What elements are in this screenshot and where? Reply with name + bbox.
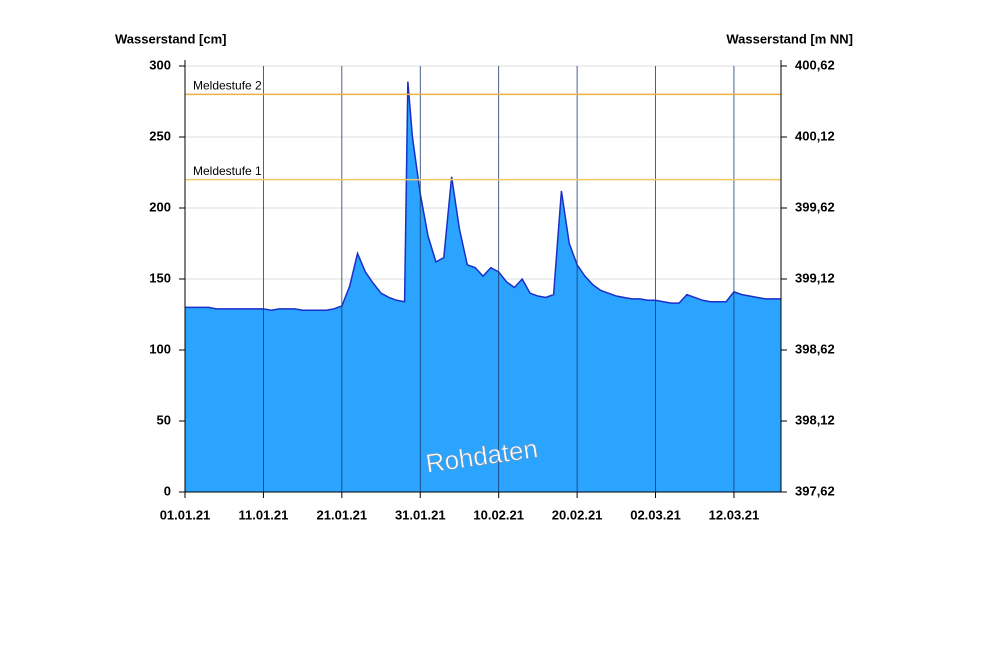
x-tick-label: 31.01.21 xyxy=(395,507,446,522)
x-tick-label: 21.01.21 xyxy=(317,507,368,522)
y2-axis-label: Wasserstand [m NN] xyxy=(726,31,853,46)
y2-tick-label: 399,12 xyxy=(795,270,835,285)
x-tick-label: 12.03.21 xyxy=(709,507,760,522)
x-tick-label: 02.03.21 xyxy=(630,507,681,522)
y-tick-label: 300 xyxy=(149,57,171,72)
y-tick-label: 0 xyxy=(164,483,171,498)
y-tick-label: 100 xyxy=(149,341,171,356)
y2-tick-label: 400,12 xyxy=(795,128,835,143)
x-tick-label: 11.01.21 xyxy=(238,507,288,522)
x-tick-label: 20.02.21 xyxy=(552,507,603,522)
y2-tick-label: 399,62 xyxy=(795,199,835,214)
x-tick-label: 10.02.21 xyxy=(473,507,524,522)
threshold-label: Meldestufe 2 xyxy=(193,79,262,93)
y-tick-label: 150 xyxy=(149,270,171,285)
threshold-label: Meldestufe 1 xyxy=(193,164,262,178)
y-axis-label: Wasserstand [cm] xyxy=(115,31,227,46)
y2-tick-label: 400,62 xyxy=(795,57,835,72)
y2-tick-label: 397,62 xyxy=(795,483,835,498)
y-tick-label: 50 xyxy=(157,412,171,427)
y2-tick-label: 398,12 xyxy=(795,412,835,427)
y-tick-label: 250 xyxy=(149,128,171,143)
y2-tick-label: 398,62 xyxy=(795,341,835,356)
area-outline xyxy=(185,81,781,312)
area xyxy=(185,81,781,493)
y-tick-label: 200 xyxy=(149,199,171,214)
x-tick-label: 01.01.21 xyxy=(160,507,211,522)
